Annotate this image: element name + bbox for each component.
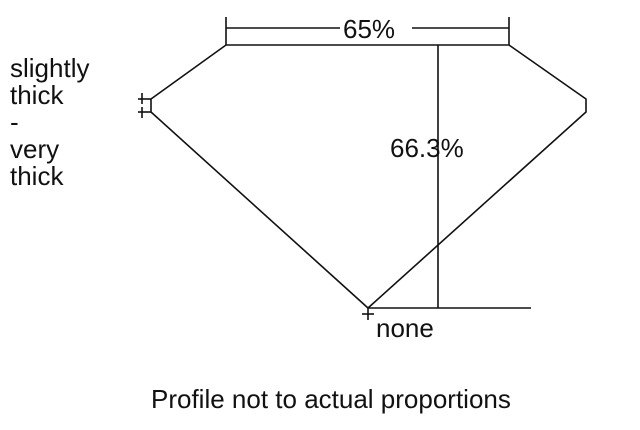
girdle-label-line: thick — [10, 80, 64, 110]
caption: Profile not to actual proportions — [151, 384, 511, 414]
table-percent-label: 65% — [343, 14, 396, 44]
girdle-label-line: - — [10, 107, 19, 137]
girdle-label-line: very — [10, 134, 60, 164]
depth-percent-label: 66.3% — [390, 133, 464, 163]
girdle-label: slightly thick - very thick — [10, 55, 89, 190]
girdle-label-line: thick — [10, 161, 64, 191]
girdle-label-line: slightly — [10, 53, 90, 83]
culet-label: none — [376, 313, 434, 343]
gem-outline — [150, 44, 587, 310]
